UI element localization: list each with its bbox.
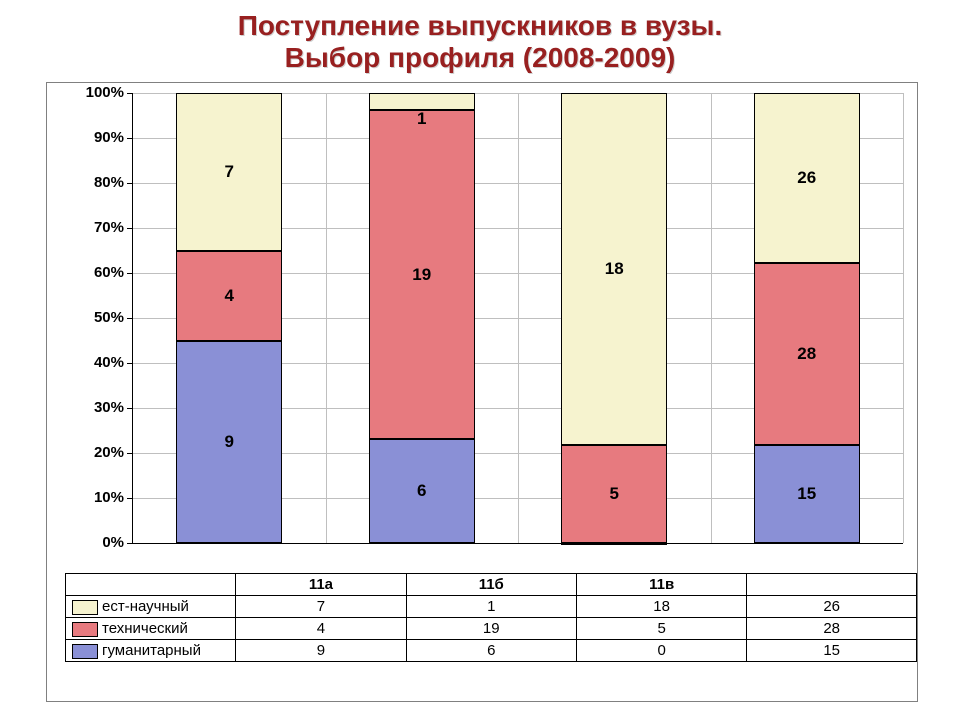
ytick-mark: [127, 318, 132, 319]
bar-segment: [369, 93, 475, 110]
gridline-v: [326, 93, 327, 543]
bar-value-label: 18: [561, 259, 667, 279]
gridline-v: [518, 93, 519, 543]
bar-value-label: 7: [176, 162, 282, 182]
ytick-mark: [127, 138, 132, 139]
ytick-label: 60%: [72, 264, 124, 281]
bar-value-label: 4: [176, 286, 282, 306]
legend-table: 11а11б11вест-научный711826технический419…: [65, 573, 917, 662]
ytick-label: 10%: [72, 489, 124, 506]
ytick-label: 30%: [72, 399, 124, 416]
ytick-mark: [127, 183, 132, 184]
plot-area: 94761910518152826: [132, 93, 903, 544]
ytick-mark: [127, 408, 132, 409]
ytick-label: 20%: [72, 444, 124, 461]
legend-swatch: [72, 600, 98, 615]
ytick-mark: [127, 498, 132, 499]
bar-value-label: 6: [369, 481, 475, 501]
legend-swatch: [72, 644, 98, 659]
bar-value-label: 9: [176, 432, 282, 452]
ytick-mark: [127, 543, 132, 544]
ytick-label: 70%: [72, 219, 124, 236]
ytick-mark: [127, 273, 132, 274]
bar-value-label: 1: [369, 109, 475, 129]
ytick-mark: [127, 93, 132, 94]
gridline-v: [711, 93, 712, 543]
ytick-label: 40%: [72, 354, 124, 371]
page-title: Поступление выпускников в вузы.Выбор про…: [0, 10, 960, 74]
ytick-mark: [127, 453, 132, 454]
legend-row: ест-научный711826: [66, 596, 917, 618]
ytick-label: 50%: [72, 309, 124, 326]
bar-value-label: 26: [754, 168, 860, 188]
ytick-label: 90%: [72, 129, 124, 146]
bar-value-label: 5: [561, 484, 667, 504]
legend-swatch: [72, 622, 98, 637]
bar-value-label: 28: [754, 344, 860, 364]
bar-value-label: 15: [754, 484, 860, 504]
bar-value-label: 19: [369, 265, 475, 285]
legend-row: гуманитарный96015: [66, 640, 917, 662]
ytick-label: 100%: [72, 84, 124, 101]
ytick-mark: [127, 363, 132, 364]
legend-row: технический419528: [66, 618, 917, 640]
gridline-v: [903, 93, 904, 543]
ytick-label: 0%: [72, 534, 124, 551]
ytick-label: 80%: [72, 174, 124, 191]
ytick-mark: [127, 228, 132, 229]
chart-panel: 94761910518152826 11а11б11вест-научный71…: [46, 82, 918, 702]
